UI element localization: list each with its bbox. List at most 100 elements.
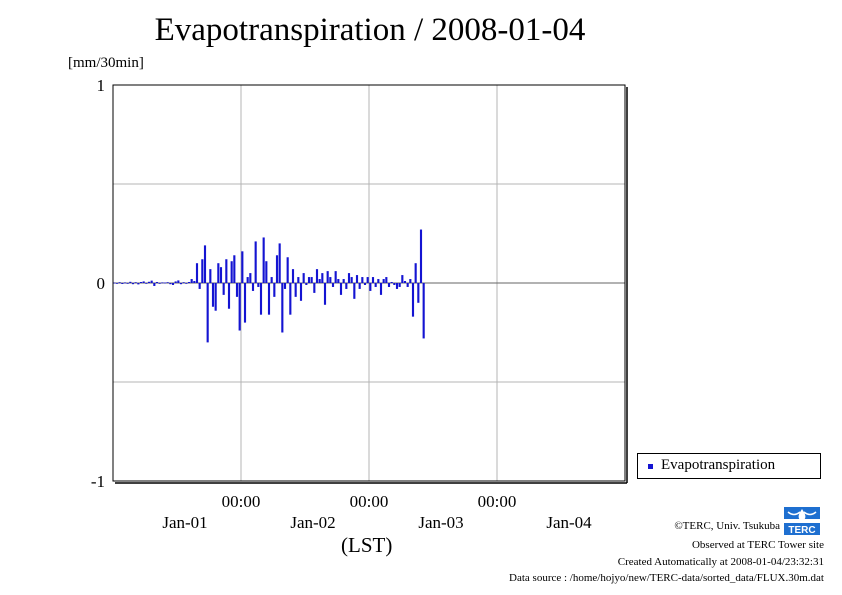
- data-bar: [323, 283, 327, 305]
- data-bar: [209, 269, 212, 283]
- x-tick-time-label: 00:00: [222, 492, 261, 511]
- data-bar: [422, 283, 425, 339]
- data-bar: [177, 280, 180, 283]
- data-bar: [419, 229, 423, 283]
- data-bar: [230, 261, 233, 283]
- data-bar: [409, 279, 412, 283]
- y-tick-label: 0: [97, 274, 106, 293]
- data-bar: [401, 275, 404, 283]
- data-bar: [171, 283, 175, 285]
- data-bar: [342, 279, 345, 283]
- data-bar: [371, 277, 375, 283]
- data-bar: [297, 277, 300, 283]
- data-bar: [166, 282, 169, 284]
- data-bar: [201, 259, 204, 283]
- data-bar: [211, 283, 215, 307]
- x-axis-unit-label: (LST): [341, 533, 393, 557]
- copyright-text: ©TERC, Univ. Tsukuba: [674, 520, 780, 532]
- data-bar: [387, 283, 391, 287]
- created-at-text: Created Automatically at 2008-01-04/23:3…: [617, 556, 824, 568]
- data-bar: [283, 283, 287, 289]
- x-date-label: Jan-02: [290, 513, 335, 532]
- data-bar: [131, 283, 135, 285]
- logo-text: TERC: [788, 525, 815, 536]
- data-bar: [222, 283, 225, 295]
- data-bar: [121, 283, 124, 284]
- data-bar: [145, 283, 148, 284]
- data-bar: [329, 277, 332, 283]
- data-bar: [153, 283, 156, 286]
- x-date-label: Jan-01: [162, 513, 207, 532]
- data-bar: [182, 282, 185, 284]
- data-bar: [369, 283, 372, 291]
- data-bar: [281, 283, 284, 333]
- y-tick-label: -1: [91, 472, 105, 491]
- legend-swatch: [648, 464, 653, 469]
- data-bar: [289, 283, 292, 315]
- x-tick-time-label: 00:00: [350, 492, 389, 511]
- data-bar: [361, 277, 364, 283]
- data-bar: [313, 283, 316, 293]
- data-bar: [334, 271, 337, 283]
- data-bar: [198, 283, 201, 289]
- data-bar: [243, 283, 247, 323]
- data-bar: [129, 281, 132, 283]
- observed-at-text: Observed at TERC Tower site: [691, 539, 824, 551]
- data-bar: [377, 279, 380, 283]
- data-bar: [233, 255, 236, 283]
- data-bar: [206, 283, 209, 343]
- data-bar: [174, 281, 177, 283]
- grid-layer: [113, 85, 625, 481]
- data-bar: [267, 283, 271, 315]
- data-bar: [187, 282, 191, 283]
- data-bar: [321, 273, 324, 283]
- data-bar: [345, 283, 348, 289]
- data-bar: [291, 269, 295, 283]
- data-bar: [113, 282, 116, 284]
- data-bar: [278, 243, 281, 283]
- data-bar: [126, 283, 129, 284]
- plot-frame: [112, 84, 626, 482]
- data-bar: [217, 263, 220, 283]
- data-bar: [155, 282, 159, 283]
- x-tick-time-label: 00:00: [478, 492, 517, 511]
- data-bar: [195, 263, 199, 283]
- data-bar: [219, 267, 223, 283]
- data-bar: [417, 283, 420, 303]
- data-bar: [150, 280, 153, 283]
- frame-layer: [112, 84, 628, 484]
- data-bar: [358, 283, 361, 289]
- data-bar: [185, 283, 188, 284]
- data-bar: [169, 283, 172, 285]
- data-bar: [262, 237, 265, 283]
- data-bar: [163, 282, 167, 284]
- data-bar: [414, 263, 417, 283]
- data-bar: [411, 283, 415, 317]
- data-bar: [270, 277, 273, 283]
- data-bar: [398, 283, 401, 287]
- data-bar: [286, 257, 289, 283]
- data-bar: [403, 281, 407, 283]
- data-bar: [305, 283, 308, 285]
- data-bar: [337, 279, 340, 283]
- data-bar: [139, 282, 143, 283]
- data-bar: [161, 282, 164, 284]
- data-bar: [273, 283, 276, 297]
- data-bar: [214, 283, 217, 311]
- data-bar: [294, 283, 297, 297]
- data-bar: [238, 283, 241, 331]
- data-bar: [406, 283, 409, 287]
- data-bar: [318, 279, 321, 283]
- x-date-label: Jan-03: [418, 513, 463, 532]
- data-bar: [134, 282, 137, 284]
- data-bar: [310, 277, 313, 283]
- data-bar: [179, 283, 183, 285]
- data-bar: [142, 281, 145, 283]
- data-bar: [203, 245, 207, 283]
- data-bar: [395, 283, 399, 289]
- data-bar: [158, 283, 161, 284]
- data-bar: [275, 255, 279, 283]
- data-bar: [347, 273, 351, 283]
- data-bar: [299, 283, 303, 301]
